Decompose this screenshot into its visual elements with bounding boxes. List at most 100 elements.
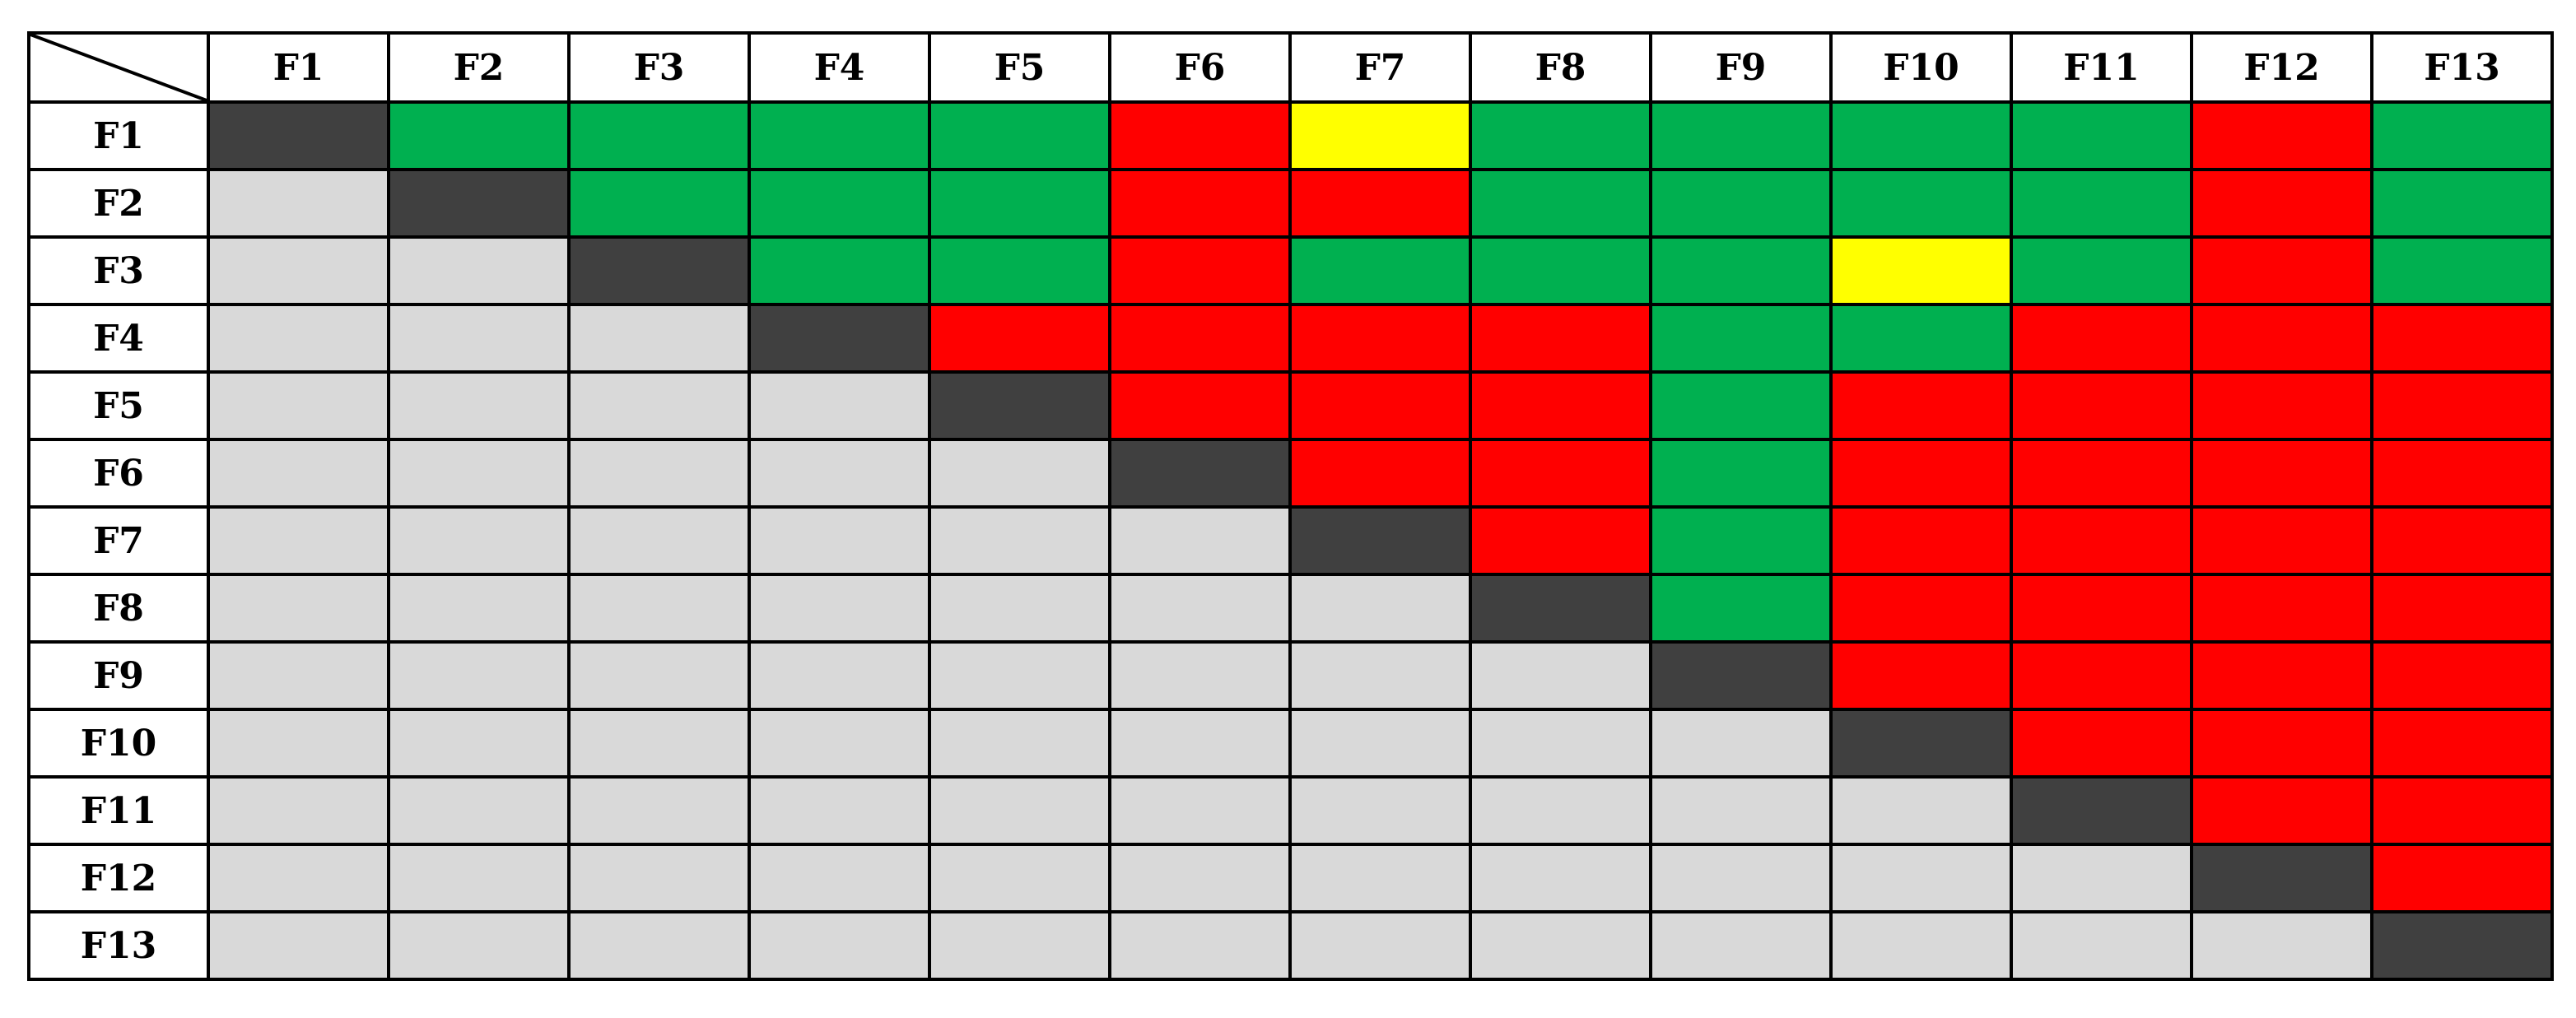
matrix-cell-red (2370, 775, 2554, 846)
matrix-cell-lower-empty (1288, 843, 1472, 913)
column-header: F10 (1829, 31, 2013, 104)
matrix-cell-green (1469, 168, 1652, 239)
matrix-cell-green (387, 100, 571, 171)
matrix-cell-red (1108, 235, 1292, 306)
matrix-cell-lower-empty (567, 910, 751, 981)
row-header: F6 (27, 438, 210, 509)
matrix-cell-lower-empty (1288, 573, 1472, 644)
matrix-cell-red (2190, 235, 2373, 306)
column-header: F3 (567, 31, 751, 104)
diagonal-line (30, 35, 207, 100)
matrix-cell-lower-empty (748, 640, 931, 711)
matrix-cell-red (1829, 505, 2013, 576)
matrix-cell-red (2010, 370, 2193, 441)
matrix-cell-green (1649, 303, 1833, 374)
matrix-cell-lower-empty (207, 235, 390, 306)
matrix-cell-lower-empty (207, 910, 390, 981)
matrix-cell-diagonal (207, 100, 390, 171)
matrix-row: F12 (27, 843, 2554, 913)
row-header: F2 (27, 168, 210, 239)
matrix-cell-green (1829, 168, 2013, 239)
matrix-row: F10 (27, 708, 2554, 779)
matrix-cell-lower-empty (1108, 505, 1292, 576)
matrix-cell-lower-empty (207, 370, 390, 441)
matrix-cell-lower-empty (928, 573, 1111, 644)
row-header: F11 (27, 775, 210, 846)
matrix-cell-green (1649, 100, 1833, 171)
matrix-cell-lower-empty (387, 235, 571, 306)
matrix-cell-green (2370, 168, 2554, 239)
matrix-cell-red (2370, 505, 2554, 576)
matrix-cell-lower-empty (1829, 843, 2013, 913)
matrix-cell-red (2010, 303, 2193, 374)
matrix-cell-lower-empty (1288, 775, 1472, 846)
matrix-cell-red (1108, 168, 1292, 239)
matrix-cell-green (1469, 100, 1652, 171)
matrix-cell-green (2010, 100, 2193, 171)
matrix-cell-red (1829, 438, 2013, 509)
matrix-cell-lower-empty (387, 505, 571, 576)
matrix-cell-lower-empty (2010, 910, 2193, 981)
matrix-cell-lower-empty (1108, 775, 1292, 846)
matrix-cell-green (567, 168, 751, 239)
matrix-cell-lower-empty (387, 370, 571, 441)
matrix-cell-lower-empty (567, 505, 751, 576)
matrix-cell-lower-empty (1469, 910, 1652, 981)
corner-cell (27, 31, 210, 104)
matrix-cell-red (2370, 438, 2554, 509)
matrix-cell-lower-empty (387, 303, 571, 374)
header-row: F1 F2 F3 F4 F5 F6 F7 F8 F9 F10 F11 F12 F13 (27, 31, 2554, 104)
row-header: F5 (27, 370, 210, 441)
matrix-cell-lower-empty (1469, 708, 1652, 779)
matrix-cell-green (748, 235, 931, 306)
matrix-cell-lower-empty (1649, 708, 1833, 779)
matrix-cell-lower-empty (567, 775, 751, 846)
matrix-row: F8 (27, 573, 2554, 644)
matrix-cell-diagonal (928, 370, 1111, 441)
matrix-cell-lower-empty (748, 708, 931, 779)
matrix-cell-red (2190, 370, 2373, 441)
matrix-cell-lower-empty (207, 438, 390, 509)
matrix-cell-red (2370, 843, 2554, 913)
matrix-cell-lower-empty (928, 775, 1111, 846)
matrix-cell-diagonal (1829, 708, 2013, 779)
matrix-cell-lower-empty (928, 505, 1111, 576)
matrix-cell-lower-empty (1469, 775, 1652, 846)
matrix-cell-red (2190, 505, 2373, 576)
matrix-cell-red (2010, 640, 2193, 711)
matrix-cell-red (2010, 438, 2193, 509)
matrix-cell-lower-empty (387, 438, 571, 509)
matrix-cell-lower-empty (928, 438, 1111, 509)
pairwise-matrix-table: F1 F2 F3 F4 F5 F6 F7 F8 F9 F10 F11 F12 F13 F1 F2 F3 F4 F… (27, 31, 2554, 981)
matrix-cell-lower-empty (748, 775, 931, 846)
matrix-cell-lower-empty (748, 370, 931, 441)
matrix-cell-lower-empty (207, 708, 390, 779)
matrix-row: F6 (27, 438, 2554, 509)
matrix-cell-red (1469, 303, 1652, 374)
matrix-cell-red (2370, 640, 2554, 711)
matrix-row: F5 (27, 370, 2554, 441)
column-header: F11 (2010, 31, 2193, 104)
matrix-row: F7 (27, 505, 2554, 576)
matrix-cell-lower-empty (928, 640, 1111, 711)
matrix-cell-green (1649, 573, 1833, 644)
matrix-cell-lower-empty (1108, 910, 1292, 981)
matrix-cell-diagonal (1469, 573, 1652, 644)
matrix-cell-lower-empty (748, 438, 931, 509)
row-header: F3 (27, 235, 210, 306)
matrix-cell-lower-empty (567, 708, 751, 779)
matrix-cell-diagonal (2010, 775, 2193, 846)
matrix-cell-red (2190, 573, 2373, 644)
matrix-cell-red (2190, 438, 2373, 509)
matrix-cell-lower-empty (748, 505, 931, 576)
matrix-cell-red (2010, 708, 2193, 779)
column-header: F13 (2370, 31, 2554, 104)
matrix-cell-diagonal (2190, 843, 2373, 913)
matrix-cell-red (1288, 370, 1472, 441)
matrix-cell-lower-empty (387, 640, 571, 711)
matrix-cell-lower-empty (567, 573, 751, 644)
column-header: F9 (1649, 31, 1833, 104)
matrix-cell-lower-empty (748, 843, 931, 913)
matrix-cell-green (928, 168, 1111, 239)
matrix-cell-red (1288, 168, 1472, 239)
